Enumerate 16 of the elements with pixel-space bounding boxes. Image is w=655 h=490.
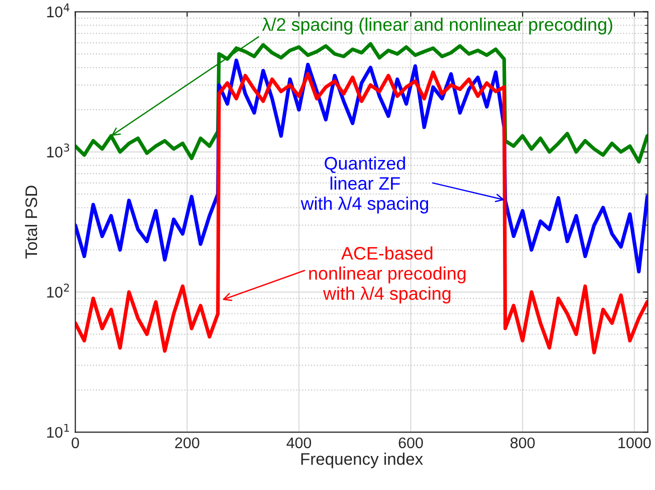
y-tick-label: 10$^{3}$ [47,144,70,158]
x-tick-label: 0 [72,437,79,448]
y-tick-label: 10$^{4}$ [47,4,70,18]
x-axis-title: Frequency index [301,452,423,468]
annotation: ACE-based nonlinear precoding with λ/4 spacing [309,246,466,304]
annotation: Quantized linear ZF with λ/4 spacing [300,156,428,214]
x-tick-label: 600 [398,437,423,448]
x-tick-label: 1000 [618,437,651,448]
y-tick-label: 10$^{1}$ [47,424,69,438]
y-tick-label: 10$^{2}$ [47,284,69,298]
x-tick-label: 200 [175,437,200,448]
x-tick-label: 400 [286,437,312,448]
x-tick-label: 800 [510,437,535,448]
y-axis-title: Total PSD [24,186,38,259]
annotation: λ/2 spacing (linear and nonlinear precoding) [262,18,612,34]
line-series [75,70,648,354]
